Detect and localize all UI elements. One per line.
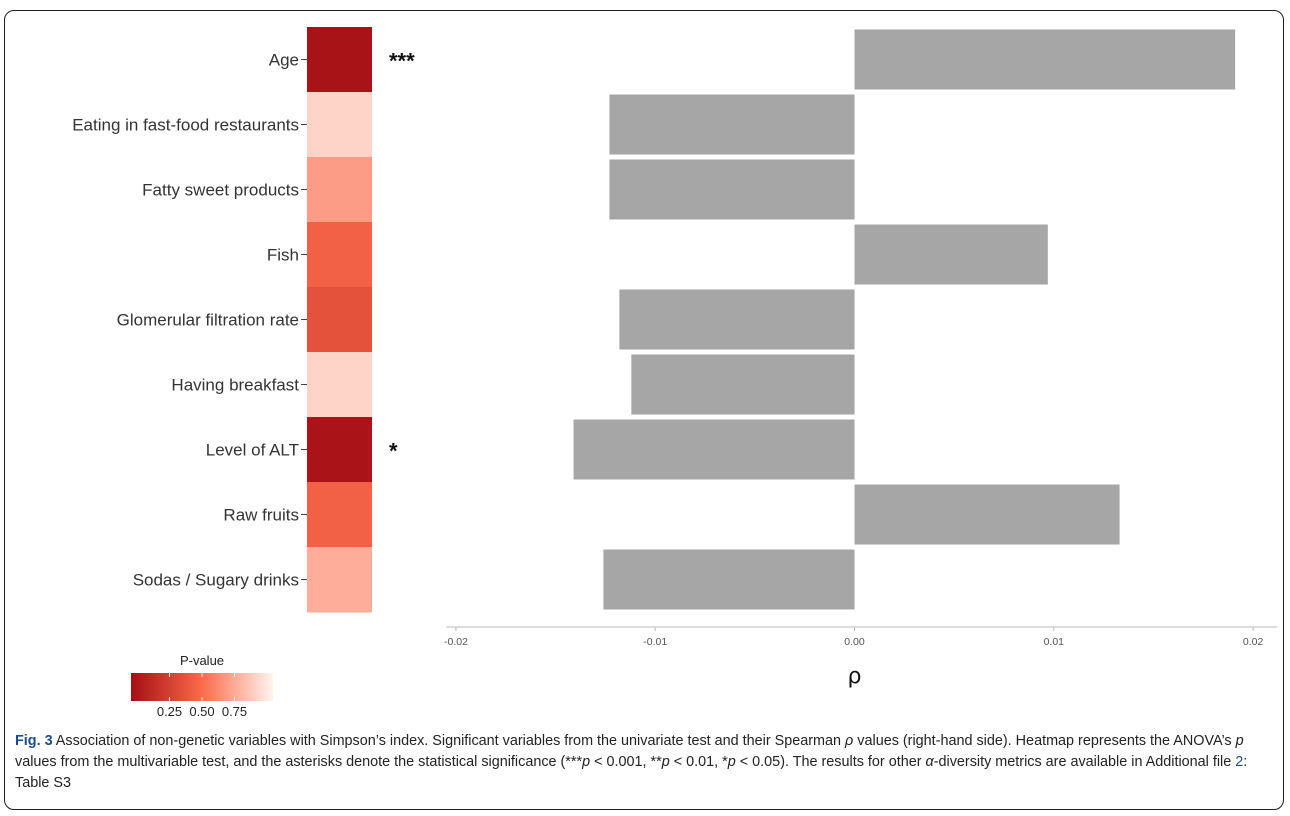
category-label: Raw fruits xyxy=(223,506,299,525)
legend-tick-label: 0.75 xyxy=(222,704,247,719)
caption-alpha: α xyxy=(925,754,934,770)
rho-bar xyxy=(631,354,855,415)
significance-marker: * xyxy=(389,439,398,464)
heatmap-cell xyxy=(307,547,372,613)
rho-bar xyxy=(573,419,855,480)
heatmap-cell xyxy=(307,352,372,418)
p-value-legend: P-value 0.25 0.50 0.75 xyxy=(131,653,273,719)
additional-file-link[interactable]: 2 xyxy=(1235,754,1244,770)
significance-markers: **** xyxy=(389,49,415,464)
rho-bar xyxy=(609,94,855,155)
figure-frame: Age Eating in fast-food restaurants Fatty … xyxy=(4,10,1284,810)
caption-text: : Table S3 xyxy=(15,754,1248,791)
rho-bars xyxy=(573,29,1236,610)
x-tick-label: 0.02 xyxy=(1243,636,1264,648)
caption-p: p xyxy=(582,754,591,770)
rho-bar xyxy=(854,224,1048,285)
category-labels: Age Eating in fast-food restaurants Fatty … xyxy=(72,51,307,590)
caption-text: -diversity metrics are available in Addi… xyxy=(933,754,1236,770)
heatmap-cell xyxy=(307,287,372,353)
chart: Age Eating in fast-food restaurants Fatty … xyxy=(72,27,1277,719)
x-tick-label: 0.01 xyxy=(1044,636,1065,648)
category-label: Fish xyxy=(267,246,299,265)
rho-bar xyxy=(603,549,855,610)
figure-caption: Fig. 3 Association of non-genetic variab… xyxy=(15,731,1277,794)
category-label: Age xyxy=(269,51,299,70)
caption-rho: ρ xyxy=(845,733,854,749)
category-label: Eating in fast-food restaurants xyxy=(72,116,299,135)
category-label: Sodas / Sugary drinks xyxy=(133,571,299,590)
heatmap-cell xyxy=(307,92,372,158)
rho-bar xyxy=(619,289,855,350)
caption-text: values from the multivariable test, and … xyxy=(15,754,583,770)
caption-text: < 0.01, * xyxy=(669,754,728,770)
x-tick-label: 0.00 xyxy=(844,636,865,648)
category-label: Level of ALT xyxy=(206,441,299,460)
caption-text: < 0.001, ** xyxy=(590,754,662,770)
caption-fig-label: Fig. 3 xyxy=(15,733,53,749)
legend-tick-label: 0.50 xyxy=(189,704,214,719)
category-label: Having breakfast xyxy=(171,376,299,395)
x-axis: -0.02 -0.01 0.00 0.01 0.02 ρ xyxy=(444,626,1277,689)
category-label: Fatty sweet products xyxy=(142,181,299,200)
rho-bar xyxy=(609,159,855,220)
heatmap-cell xyxy=(307,27,372,93)
legend-tick-label: 0.25 xyxy=(157,704,182,719)
heatmap-cell xyxy=(307,222,372,288)
category-label: Glomerular filtration rate xyxy=(117,311,299,330)
caption-p: p xyxy=(1235,733,1244,749)
caption-text: Association of non-genetic variables wit… xyxy=(52,733,846,749)
caption-text: < 0.05). The results for other xyxy=(735,754,926,770)
x-tick-label: -0.02 xyxy=(444,636,468,648)
legend-colorbar xyxy=(131,673,273,701)
significance-marker: *** xyxy=(389,49,415,74)
heatmap-cell xyxy=(307,417,372,483)
caption-text: values (right-hand side). Heatmap repres… xyxy=(853,733,1236,749)
x-axis-title: ρ xyxy=(848,664,862,689)
rho-bar xyxy=(854,29,1236,90)
x-tick-label: -0.01 xyxy=(643,636,667,648)
rho-bar xyxy=(854,484,1120,545)
heatmap xyxy=(307,27,372,613)
legend-title: P-value xyxy=(180,653,224,668)
caption-p: p xyxy=(727,754,736,770)
heatmap-cell xyxy=(307,482,372,548)
heatmap-cell xyxy=(307,157,372,223)
caption-p: p xyxy=(661,754,670,770)
